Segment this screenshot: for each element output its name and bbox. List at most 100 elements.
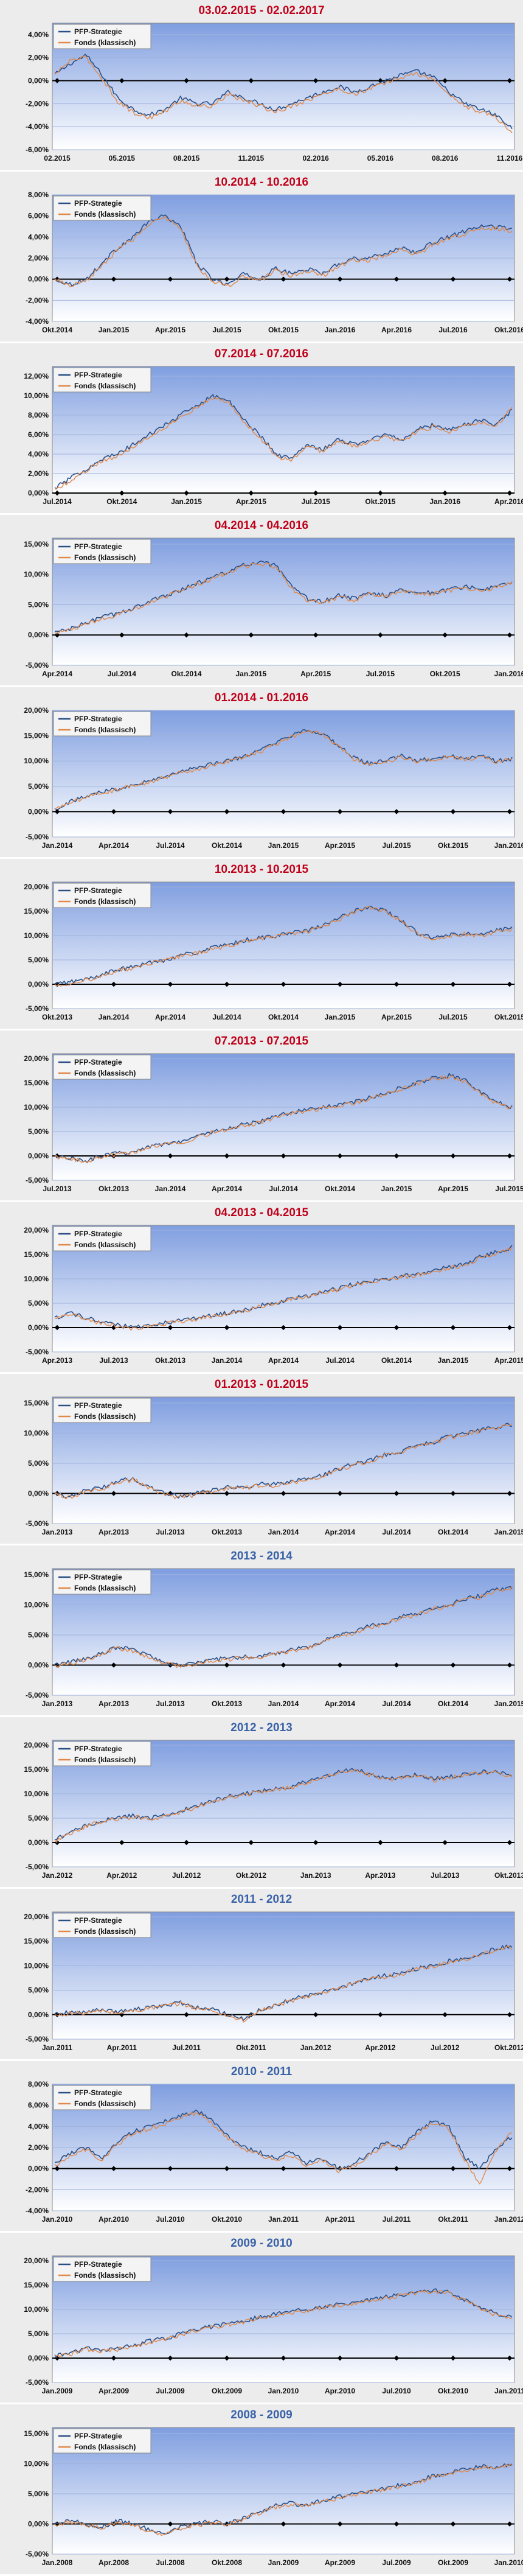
x-tick-marker — [167, 1325, 173, 1331]
x-tick-label: Apr.2009 — [325, 2558, 355, 2567]
chart-svg: 20,00%15,00%10,00%5,00%0,00%-5,00%Jul.20… — [24, 1053, 523, 1193]
legend-label: PFP-Strategie — [74, 1916, 122, 1925]
y-tick-label: 8,00% — [28, 411, 49, 419]
legend-label: PFP-Strategie — [74, 1230, 122, 1238]
x-tick-label: Jan.2013 — [300, 1871, 331, 1880]
series-line-fonds-klassisch — [54, 1768, 513, 1843]
x-tick-label: Okt.2014 — [438, 1528, 468, 1536]
x-tick-label: Apr.2015 — [236, 497, 266, 506]
x-tick-label: Okt.2013 — [42, 1013, 72, 1021]
x-tick-label: Jan.2015 — [494, 1528, 523, 1536]
x-tick-marker — [167, 2355, 173, 2361]
x-tick-label: Okt.2009 — [438, 2558, 468, 2567]
series-line-fonds-klassisch — [54, 215, 513, 287]
chart-title: 2011 - 2012 — [230, 1893, 293, 1906]
y-tick-label: 0,00% — [28, 489, 49, 497]
x-tick-label: Jul.2015 — [212, 326, 241, 334]
chart-panel: 03.02.2015 - 02.02.2017 4,00% 2,00% 0,00% -2… — [0, 0, 523, 172]
x-tick-label: Jan.2014 — [268, 1528, 299, 1536]
legend: PFP-Strategie Fonds (klassisch) — [53, 711, 151, 737]
y-tick-label: 6,00% — [28, 2101, 49, 2110]
x-tick-label: Jul.2015 — [301, 497, 330, 506]
y-tick-label: 6,00% — [28, 430, 49, 439]
legend-label: Fonds (klassisch) — [74, 382, 136, 390]
y-tick-label: 0,00% — [28, 2165, 49, 2173]
y-tick-label: 5,00% — [28, 1299, 49, 1307]
x-tick-label: Jan.2008 — [42, 2558, 73, 2567]
chart-svg: 20,00%15,00%10,00%5,00%0,00%-5,00%Jan.20… — [24, 1911, 523, 2052]
x-tick-label: Apr.2011 — [325, 2215, 355, 2224]
x-tick-label: Jan.2015 — [235, 670, 266, 678]
legend: PFP-Strategie Fonds (klassisch) — [53, 2256, 151, 2282]
y-tick-label: 10,00% — [24, 1103, 49, 1111]
y-tick-label: 5,00% — [28, 782, 49, 791]
series-line-pfp-strategie — [54, 2109, 513, 2170]
x-tick-label: Apr.2015 — [155, 326, 185, 334]
legend-label: PFP-Strategie — [74, 2432, 122, 2440]
y-tick-label: 20,00% — [24, 706, 49, 715]
x-tick-label: Okt.2014 — [106, 497, 137, 506]
chart-svg: 20,00%15,00%10,00%5,00%0,00%-5,00%Apr.20… — [24, 1225, 523, 1365]
chart-title: 01.2013 - 01.2015 — [214, 1378, 309, 1391]
y-tick-label: 20,00% — [24, 1741, 49, 1749]
series-line-fonds-klassisch — [54, 2289, 513, 2358]
x-tick-marker — [393, 1491, 400, 1496]
chart-svg: 20,00%15,00%10,00%5,00%0,00%-5,00%Jan.20… — [24, 706, 523, 850]
chart-panel: 2013 - 2014 15,00% 10,00% 5,00% 0,00% -5,00% J… — [0, 1545, 523, 1717]
series-line-fonds-klassisch — [54, 1075, 513, 1164]
x-tick-label: Okt.2014 — [212, 841, 242, 850]
chart-panel: 2010 - 2011 8,00% 6,00% 4,00% 2,00% 0,00% -2,0… — [0, 2061, 523, 2233]
y-tick-label: 15,00% — [24, 732, 49, 740]
x-tick-label: Apr.2009 — [99, 2387, 129, 2395]
y-tick-label: -5,00% — [26, 1691, 49, 1699]
x-tick-marker — [393, 1662, 400, 1668]
y-tick-label: 2,00% — [28, 2143, 49, 2152]
y-tick-label: 0,00% — [28, 2519, 49, 2528]
legend: PFP-Strategie Fonds (klassisch) — [53, 2085, 151, 2110]
series-line-fonds-klassisch — [54, 729, 513, 810]
y-tick-label: 5,00% — [28, 1631, 49, 1639]
chart-svg: 4,00% 2,00% 0,00% -2,00% -4,00% -6,00%02.2015… — [26, 23, 523, 163]
y-tick-label: -2,00% — [26, 99, 49, 108]
y-tick-label: -4,00% — [26, 317, 49, 326]
y-tick-label: 10,00% — [24, 1275, 49, 1283]
x-tick-label: Jul.2015 — [366, 670, 395, 678]
x-tick-label: Okt.2012 — [236, 1871, 266, 1880]
x-tick-label: Apr.2012 — [365, 2043, 395, 2052]
series-line-fonds-klassisch — [54, 2112, 513, 2185]
x-tick-marker — [167, 981, 173, 987]
chart-title: 04.2014 - 04.2016 — [214, 519, 309, 532]
y-tick-label: -4,00% — [26, 122, 49, 131]
x-tick-marker — [224, 1153, 230, 1159]
legend-label: Fonds (klassisch) — [74, 1241, 136, 1249]
x-tick-label: 02.2016 — [302, 154, 329, 163]
series-line-pfp-strategie — [54, 1586, 513, 1667]
x-tick-label: Okt.2010 — [438, 2387, 468, 2395]
x-tick-label: Jul.2014 — [382, 1528, 411, 1536]
x-tick-label: Jan.2015 — [99, 326, 130, 334]
y-tick-label: 0,00% — [28, 1661, 49, 1669]
x-tick-label: Apr.2016 — [494, 497, 523, 506]
x-tick-marker — [337, 1491, 343, 1496]
y-tick-label: 5,00% — [28, 1986, 49, 1995]
x-tick-label: Jan.2010 — [42, 2215, 73, 2224]
y-tick-label: 6,00% — [28, 212, 49, 220]
x-tick-label: Jan.2014 — [155, 1185, 186, 1193]
x-tick-label: Apr.2015 — [494, 1356, 523, 1365]
chart-svg: 20,00%15,00%10,00%5,00%0,00%-5,00%Jan.20… — [24, 2255, 523, 2395]
x-tick-label: 11.2016 — [497, 154, 523, 163]
y-tick-label: -5,00% — [26, 2550, 49, 2558]
x-tick-label: Apr.2014 — [325, 1528, 355, 1536]
x-tick-label: Jul.2015 — [382, 841, 411, 850]
y-tick-label: 0,00% — [28, 1838, 49, 1847]
x-tick-label: Apr.2014 — [325, 1699, 355, 1708]
x-tick-label: Okt.2014 — [42, 326, 72, 334]
x-tick-label: Jul.2014 — [108, 670, 137, 678]
y-tick-label: 20,00% — [24, 1226, 49, 1234]
legend-label: PFP-Strategie — [74, 199, 122, 208]
x-tick-label: Okt.2015 — [438, 841, 468, 850]
x-tick-label: Apr.2010 — [325, 2387, 355, 2395]
x-tick-label: 05.2016 — [367, 154, 394, 163]
y-tick-label: 5,00% — [28, 1459, 49, 1468]
legend: PFP-Strategie Fonds (klassisch) — [53, 24, 151, 49]
